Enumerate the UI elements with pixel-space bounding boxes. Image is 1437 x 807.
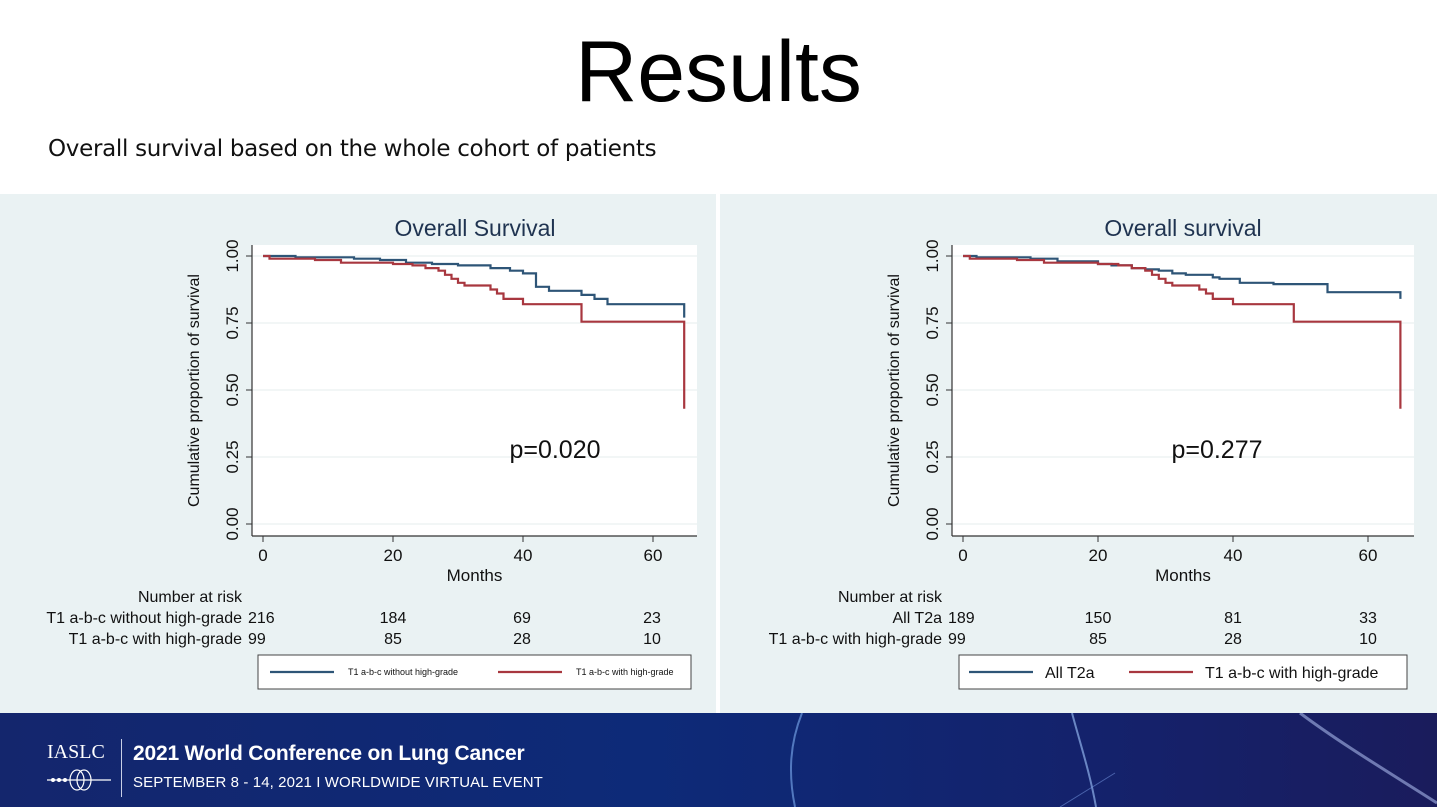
km-chart-right: 0.00 0.25 0.50 0.75 1.00 0 20 40 60 Overall survi… [769,215,1414,690]
footer-decoration [789,713,1437,807]
risk-count: 28 [513,631,531,648]
iaslc-logo-text: IASLC [47,741,105,763]
km-chart-left: 0.00 0.25 0.50 0.75 1.00 0 20 40 60 Overall Survi… [46,215,697,690]
survival-curve-blue [963,254,1402,299]
risk-count: 33 [1359,610,1377,627]
survival-curve-red [263,254,686,409]
risk-count: 23 [643,610,661,627]
y-tick-label: 0.00 [223,507,242,540]
risk-row-label: T1 a-b-c with high-grade [769,631,943,648]
y-tick-label: 0.25 [223,440,242,473]
y-tick-label: 0.00 [923,507,942,540]
x-tick-label: 40 [1224,546,1243,565]
x-axis-label: Months [447,566,503,585]
risk-row-label: T1 a-b-c with high-grade [69,631,243,648]
y-axis-label: Cumulative proportion of survival [186,274,203,507]
risk-table-header: Number at risk [138,589,243,606]
x-tick-label: 0 [958,546,967,565]
chart-panel-right: 0.00 0.25 0.50 0.75 1.00 0 20 40 60 Overall survi… [720,194,1437,713]
x-axis-label: Months [1155,566,1211,585]
x-tick-label: 40 [514,546,533,565]
legend-label: T1 a-b-c with high-grade [1205,665,1379,682]
risk-count: 85 [384,631,402,648]
footer-divider [121,739,122,797]
iaslc-lung-logo-icon [47,769,111,791]
chart-title: Overall survival [1104,215,1261,241]
legend-label: T1 a-b-c with high-grade [576,667,674,677]
y-tick-label: 0.25 [923,440,942,473]
risk-count: 28 [1224,631,1242,648]
x-tick-label: 60 [1359,546,1378,565]
risk-count: 81 [1224,610,1242,627]
risk-count: 99 [948,631,966,648]
slide-subtitle: Overall survival based on the whole coho… [48,136,657,162]
y-tick-label: 0.75 [223,306,242,339]
risk-count: 184 [380,610,407,627]
p-value-annotation: p=0.277 [1171,436,1262,464]
y-tick-label: 0.50 [923,373,942,406]
x-tick-label: 20 [384,546,403,565]
legend-label: T1 a-b-c without high-grade [348,667,458,677]
risk-count: 10 [643,631,661,648]
chart-title: Overall Survival [394,215,555,241]
risk-count: 216 [248,610,275,627]
conference-name: 2021 World Conference on Lung Cancer [133,742,525,765]
slide-title: Results [575,24,862,120]
risk-count: 150 [1085,610,1112,627]
risk-count: 85 [1089,631,1107,648]
x-tick-label: 60 [644,546,663,565]
risk-table-header: Number at risk [838,589,943,606]
risk-row-label: T1 a-b-c without high-grade [46,610,242,627]
survival-curve-blue [263,254,686,318]
y-axis-label: Cumulative proportion of survival [886,274,903,507]
risk-count: 189 [948,610,975,627]
y-tick-label: 1.00 [223,239,242,272]
risk-row-label: All T2a [892,610,942,627]
chart-panel-left: 0.00 0.25 0.50 0.75 1.00 0 20 40 60 Overall Survi… [0,194,716,713]
y-tick-label: 1.00 [923,239,942,272]
p-value-annotation: p=0.020 [509,436,600,464]
conference-dates: SEPTEMBER 8 - 14, 2021 I WORLDWIDE VIRTU… [133,774,543,791]
legend-label: All T2a [1045,665,1095,682]
x-tick-label: 0 [258,546,267,565]
y-tick-label: 0.50 [223,373,242,406]
y-tick-label: 0.75 [923,306,942,339]
risk-count: 69 [513,610,531,627]
survival-curve-red [963,254,1402,409]
risk-count: 10 [1359,631,1377,648]
conference-footer: IASLC 2021 World Conference on Lung Canc… [0,713,1437,807]
x-tick-label: 20 [1089,546,1108,565]
risk-count: 99 [248,631,266,648]
